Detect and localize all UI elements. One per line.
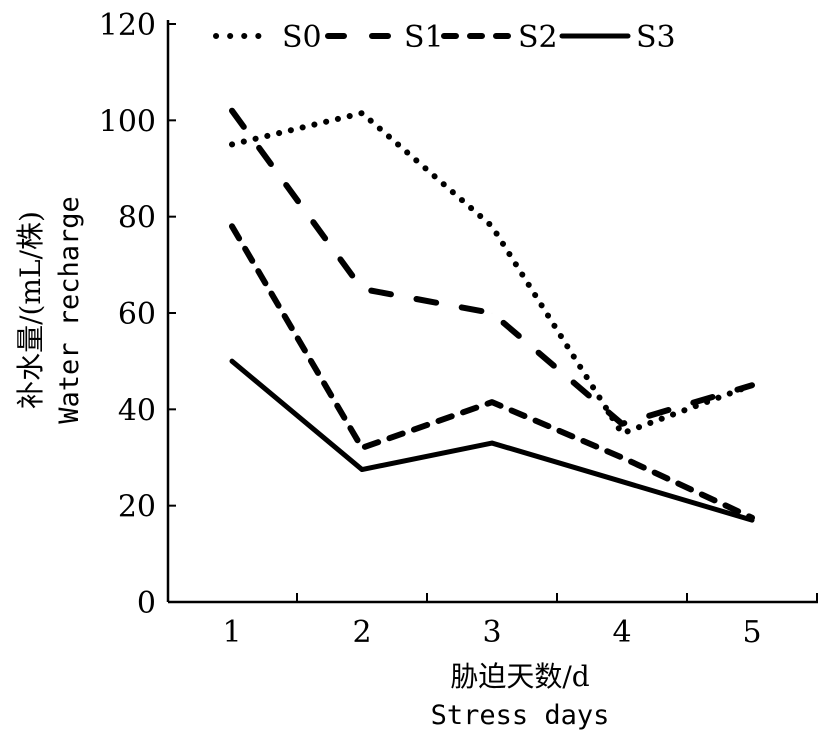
y-axis-label-en: Water recharge [54,196,85,424]
series-line [229,110,755,437]
legend-item-S2: S2 [441,20,558,55]
x-tick-label: 3 [482,615,501,650]
axes: 0 20 40 60 80 100 120 1 2 3 4 5 [99,8,818,650]
x-tick-label: 4 [612,615,631,650]
y-tick-label: 20 [118,490,156,525]
legend-label: S0 [282,20,322,55]
x-tick-label: 5 [742,615,761,650]
y-tick-label: 40 [118,393,156,428]
y-tick-label: 80 [118,201,156,236]
series-line [229,223,755,521]
y-tick-label: 100 [99,104,156,139]
y-tick-label: 120 [99,8,156,43]
series-group [229,107,755,523]
y-tick-label: 0 [137,586,156,621]
x-tick-label: 2 [352,615,371,650]
x-axis-label: 胁迫天数/d [450,660,589,693]
legend-label: S1 [404,20,444,55]
legend-item-S1: S1 [325,20,444,55]
legend: S0 S1 S2 S3 [213,20,676,55]
legend-label: S2 [518,20,558,55]
y-tick-label: 60 [118,297,156,332]
series-S1 [229,107,755,427]
legend-label: S3 [636,20,676,55]
series-S3 [229,358,755,523]
legend-item-S3: S3 [559,20,676,55]
x-tick-label: 1 [222,615,241,650]
legend-item-S0: S0 [213,20,322,55]
series-S0 [229,110,755,437]
series-line [229,358,755,523]
x-axis-label-en: Stress days [431,700,610,731]
series-S2 [229,223,755,521]
y-axis-label: 补水量/(mL/株) [14,211,47,409]
series-line [229,107,755,427]
